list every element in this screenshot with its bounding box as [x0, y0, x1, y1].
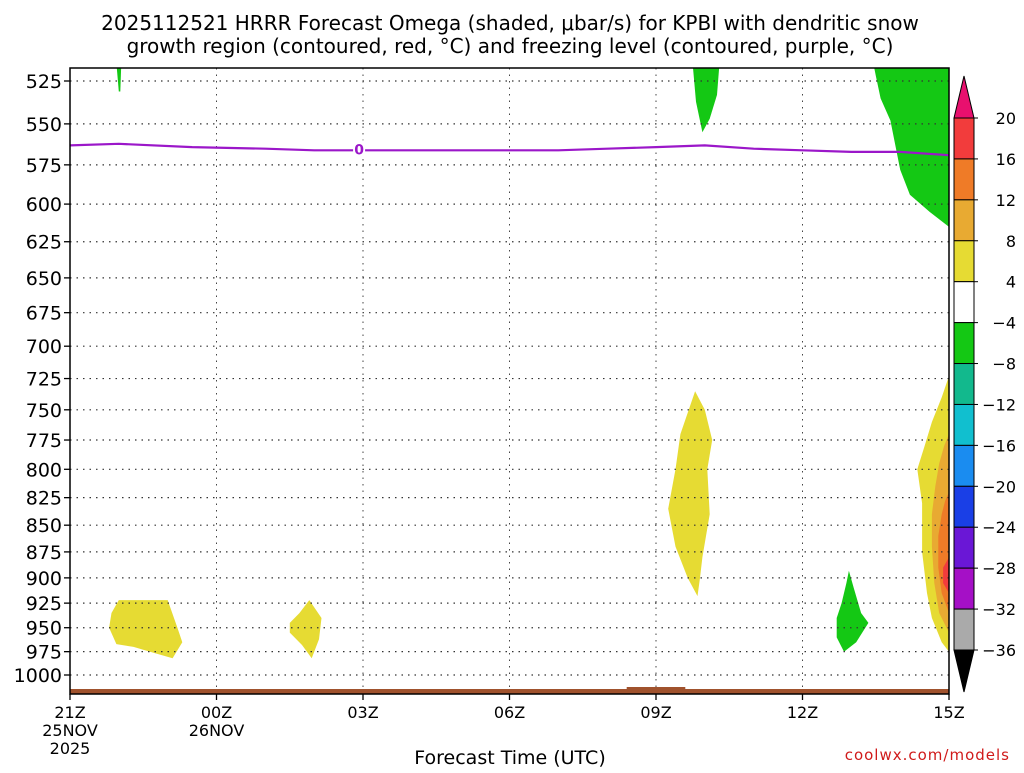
y-tick-label-950: 950 [26, 618, 62, 640]
y-tick-label-700: 700 [26, 336, 62, 358]
colorbar-label-0: 20 [996, 109, 1016, 128]
omega-region-6 [668, 391, 713, 597]
colorbar-label-3: 8 [1006, 232, 1016, 251]
colorbar-bin-10 [953, 485, 975, 528]
plot-area: 0 [70, 68, 949, 694]
colorbar-bin-1 [953, 117, 975, 160]
colorbar-label-6: −8 [992, 355, 1016, 374]
colorbar-bin-9 [953, 444, 975, 487]
colorbar-label-5: −4 [992, 314, 1016, 333]
y-tick-label-775: 775 [26, 430, 62, 452]
colorbar-label-12: −32 [982, 600, 1016, 619]
colorbar-label-7: −12 [982, 395, 1016, 414]
y-tick-label-525: 525 [26, 71, 62, 93]
colorbar-bottom-arrow [953, 649, 975, 693]
freezing-level-label: 0 [354, 142, 364, 158]
colorbar-label-11: −28 [982, 559, 1016, 578]
x-axis-label: Forecast Time (UTC) [414, 747, 605, 768]
colorbar-bin-7 [953, 363, 975, 405]
x-tick-label: 03Z [347, 703, 378, 722]
omega-region-1 [116, 68, 122, 92]
y-tick-label-925: 925 [26, 593, 62, 615]
omega-region-4 [109, 600, 183, 659]
x-tick-label: 21Z [54, 703, 85, 722]
colorbar-bin-5 [953, 281, 975, 324]
chart-title-line-1: 2025112521 HRRR Forecast Omega (shaded, … [101, 11, 919, 35]
source-credit-link[interactable]: coolwx.com/models [845, 746, 1010, 764]
colorbar-label-13: −36 [982, 641, 1016, 660]
colorbar-bin-11 [953, 526, 975, 569]
colorbar-label-8: −16 [982, 436, 1016, 455]
omega-region-3 [874, 68, 949, 227]
freezing-level-line [70, 142, 949, 157]
x-tick-label: 26NOV [189, 721, 245, 740]
colorbar-label-10: −24 [982, 518, 1016, 537]
y-tick-label-900: 900 [26, 568, 62, 590]
omega-region-2 [693, 68, 720, 133]
colorbar-bin-8 [953, 403, 975, 446]
y-tick-label-600: 600 [26, 194, 62, 216]
colorbar-bin-3 [953, 199, 975, 242]
y-tick-label-1000: 1000 [14, 665, 62, 687]
omega-region-7 [836, 570, 869, 652]
x-tick-label: 09Z [640, 703, 671, 722]
freezing-level-label-bg [353, 140, 366, 157]
terrain-strip [70, 689, 949, 694]
colorbar-bin-6 [953, 322, 975, 365]
colorbar-bin-4 [953, 240, 975, 283]
x-tick-label: 00Z [201, 703, 232, 722]
colorbar-label-1: 16 [996, 150, 1016, 169]
y-tick-label-575: 575 [26, 155, 62, 177]
y-tick-label-550: 550 [26, 114, 62, 136]
colorbar-label-4: 4 [1006, 273, 1016, 292]
y-tick-label-850: 850 [26, 515, 62, 537]
colorbar-bin-13 [953, 608, 975, 651]
colorbar-label-2: 12 [996, 191, 1016, 210]
x-tick-label: 06Z [494, 703, 525, 722]
x-tick-label: 25NOV [42, 721, 98, 740]
colorbar-bin-12 [953, 567, 975, 610]
y-tick-label-725: 725 [26, 369, 62, 391]
colorbar-label-9: −20 [982, 477, 1016, 496]
terrain-bump [626, 687, 686, 690]
colorbar-bin-2 [953, 158, 975, 201]
omega-region-11 [943, 557, 949, 594]
y-tick-label-975: 975 [26, 642, 62, 664]
y-tick-label-825: 825 [26, 488, 62, 510]
colorbar-top-arrow [953, 75, 975, 119]
x-tick-label: 15Z [933, 703, 964, 722]
chart-title-line-2: growth region (contoured, red, °C) and f… [127, 34, 894, 58]
x-tick-label: 2025 [50, 739, 91, 758]
x-tick-label: 12Z [787, 703, 818, 722]
y-tick-label-625: 625 [26, 232, 62, 254]
y-tick-label-875: 875 [26, 542, 62, 564]
y-tick-label-650: 650 [26, 268, 62, 290]
y-tick-label-675: 675 [26, 303, 62, 325]
y-tick-label-750: 750 [26, 400, 62, 422]
omega-region-5 [289, 600, 322, 659]
y-tick-label-800: 800 [26, 459, 62, 481]
